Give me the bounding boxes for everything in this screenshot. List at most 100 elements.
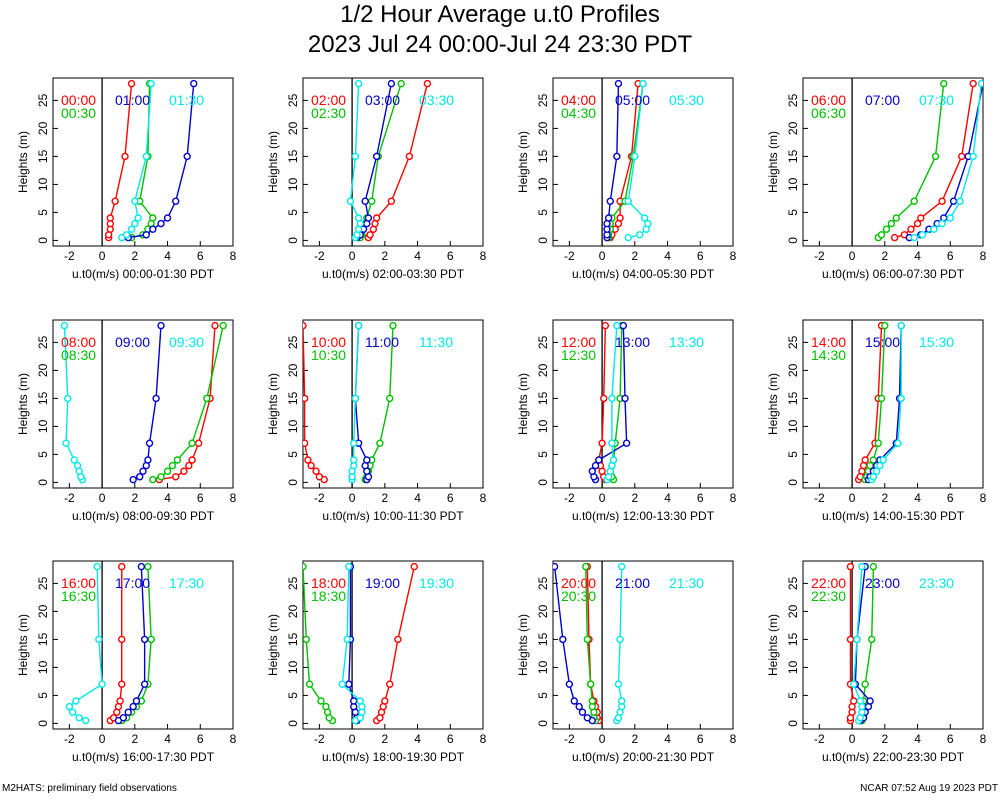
y-tick-label: 0	[786, 237, 800, 244]
x-tick-label: 8	[980, 732, 987, 746]
data-point	[354, 79, 363, 88]
data-point	[618, 562, 626, 571]
data-point	[618, 697, 626, 705]
data-point	[312, 467, 320, 475]
x-tick-label: 6	[447, 732, 454, 746]
y-axis-label: Heights (m)	[516, 131, 530, 193]
x-tick-label: 2	[631, 491, 638, 505]
x-tick-label: 0	[99, 249, 106, 263]
y-axis-label: Heights (m)	[516, 614, 530, 676]
data-point	[142, 231, 150, 239]
data-point	[372, 214, 381, 222]
x-tick-label: 2	[131, 491, 138, 505]
data-point	[423, 79, 432, 88]
y-axis-label: Heights (m)	[266, 131, 280, 193]
legend-label: 09:30	[169, 334, 204, 350]
x-tick-label: -2	[64, 732, 75, 746]
x-tick-label: 4	[164, 491, 171, 505]
x-tick-label: 8	[480, 491, 487, 505]
data-point	[350, 439, 358, 447]
data-point	[98, 680, 106, 688]
x-axis-label: u.t0(m/s) 06:00-07:30 PDT	[822, 267, 965, 281]
data-point	[124, 708, 132, 716]
x-tick-label: 0	[349, 491, 356, 505]
x-tick-label: -2	[314, 491, 325, 505]
y-tick-label: 0	[286, 479, 300, 486]
legend-label: 06:00	[811, 92, 846, 108]
data-point	[364, 214, 373, 222]
data-point	[882, 225, 891, 233]
data-point	[351, 152, 360, 161]
data-point	[60, 321, 69, 330]
data-point	[188, 439, 196, 447]
series-group	[553, 562, 626, 725]
x-tick-label: 8	[980, 249, 987, 263]
legend-label: 03:30	[419, 92, 454, 108]
data-point	[172, 473, 180, 481]
data-point	[322, 702, 330, 711]
x-axis-label: u.t0(m/s) 18:00-19:30 PDT	[322, 750, 465, 764]
data-point	[307, 461, 315, 470]
x-axis-label: u.t0(m/s) 08:00-09:30 PDT	[72, 509, 215, 523]
x-axis-label: u.t0(m/s) 20:00-21:30 PDT	[572, 750, 715, 764]
data-point	[303, 394, 309, 403]
data-point	[131, 219, 139, 228]
data-point	[940, 79, 948, 88]
series-group	[303, 321, 397, 484]
x-axis-label: u.t0(m/s) 02:00-03:30 PDT	[322, 267, 465, 281]
legend-label: 21:00	[615, 575, 650, 591]
y-axis-label: Heights (m)	[766, 614, 780, 676]
series-group	[346, 79, 432, 242]
data-point	[595, 456, 603, 464]
data-point	[559, 635, 567, 644]
legend-label: 15:30	[919, 334, 954, 350]
series-group	[104, 79, 198, 242]
y-tick-label: 5	[786, 209, 800, 216]
data-point	[977, 79, 983, 88]
series-group	[854, 321, 905, 484]
legend-label: 02:30	[311, 105, 346, 121]
y-tick-label: 0	[786, 479, 800, 486]
x-tick-label: 8	[230, 732, 237, 746]
data-point	[73, 461, 82, 470]
data-point	[376, 439, 384, 447]
data-point	[879, 456, 887, 464]
data-point	[346, 197, 355, 205]
legend-label: 10:00	[311, 334, 346, 350]
y-tick-label: 0	[536, 479, 550, 486]
data-point	[381, 697, 389, 705]
data-point	[910, 197, 918, 205]
data-point	[856, 697, 864, 705]
data-point	[938, 197, 946, 205]
legend-label: 10:30	[311, 347, 346, 363]
x-axis-label: u.t0(m/s) 10:00-11:30 PDT	[322, 509, 464, 523]
y-tick-label: 5	[786, 692, 800, 699]
y-tick-label: 25	[286, 576, 300, 590]
data-point	[303, 635, 310, 644]
y-tick-label: 15	[536, 391, 550, 405]
x-axis-label: u.t0(m/s) 16:00-17:30 PDT	[72, 750, 215, 764]
data-point	[64, 394, 72, 403]
y-tick-label: 20	[36, 121, 50, 135]
data-point	[343, 635, 351, 644]
data-point	[387, 197, 396, 205]
data-point	[846, 635, 855, 644]
data-point	[613, 152, 621, 161]
y-tick-label: 20	[36, 604, 50, 618]
data-point	[850, 697, 858, 705]
y-tick-label: 25	[36, 576, 50, 590]
data-point	[303, 321, 307, 330]
legend-label: 08:30	[61, 347, 96, 363]
x-tick-label: 8	[480, 249, 487, 263]
plot-frame	[52, 77, 234, 247]
y-axis-label: Heights (m)	[766, 131, 780, 193]
y-tick-label: 20	[536, 363, 550, 377]
y-tick-label: 5	[36, 209, 50, 216]
legend-label: 01:30	[169, 92, 204, 108]
data-point	[601, 321, 610, 330]
data-point	[969, 152, 977, 161]
plot-frame	[802, 560, 984, 730]
y-tick-label: 15	[286, 632, 300, 646]
panel: -2 0 2 4 6 8 0 5 10 15 20 25 u.t0(m/s) 16:00-17:30 P…	[16, 560, 237, 764]
